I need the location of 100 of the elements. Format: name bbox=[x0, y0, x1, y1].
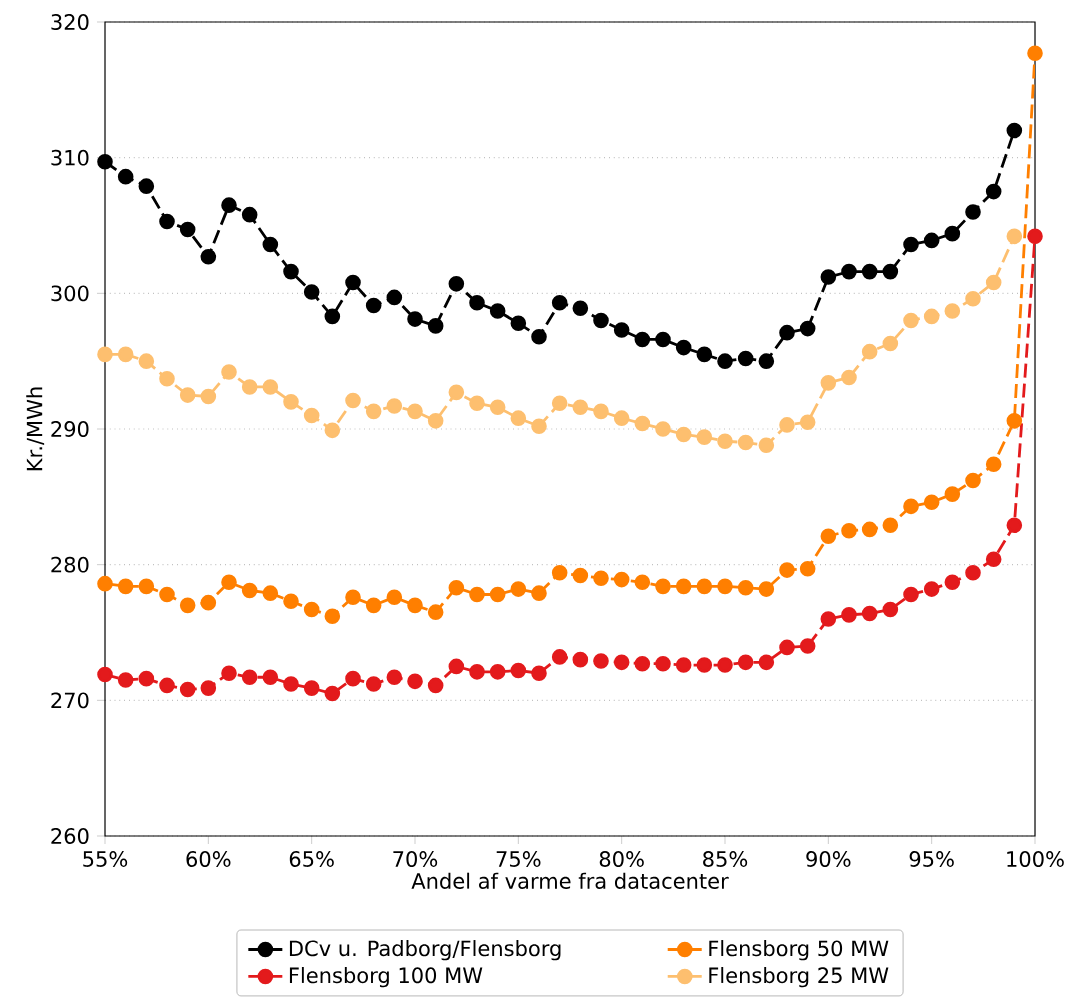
point bbox=[655, 421, 671, 437]
point bbox=[510, 581, 527, 597]
point bbox=[324, 608, 341, 625]
point bbox=[159, 213, 175, 230]
point bbox=[903, 498, 919, 515]
point bbox=[138, 353, 155, 369]
point bbox=[97, 153, 113, 170]
point bbox=[717, 353, 733, 369]
point bbox=[779, 324, 795, 341]
point bbox=[634, 574, 651, 591]
point bbox=[572, 399, 589, 416]
point bbox=[531, 585, 547, 601]
point bbox=[200, 388, 217, 405]
point bbox=[1027, 228, 1043, 245]
point bbox=[159, 677, 175, 694]
point bbox=[944, 574, 961, 591]
point bbox=[97, 346, 113, 363]
point bbox=[882, 517, 899, 534]
point bbox=[675, 339, 692, 356]
point bbox=[510, 315, 527, 331]
point bbox=[1006, 413, 1023, 429]
point bbox=[159, 371, 175, 387]
point bbox=[861, 343, 878, 360]
x-tick-label: 55% bbox=[83, 851, 128, 867]
point bbox=[820, 528, 837, 544]
point bbox=[117, 168, 134, 185]
point bbox=[303, 407, 320, 424]
point bbox=[551, 395, 568, 412]
point bbox=[944, 303, 961, 319]
point bbox=[696, 657, 713, 673]
point bbox=[179, 221, 196, 238]
point bbox=[593, 312, 609, 329]
point bbox=[696, 346, 713, 363]
x-tick-label: 95% bbox=[909, 851, 954, 867]
point bbox=[737, 579, 754, 596]
point bbox=[820, 611, 837, 627]
point bbox=[489, 586, 506, 603]
point bbox=[985, 274, 1002, 291]
y-tick-label: 300 bbox=[51, 285, 89, 302]
point bbox=[965, 290, 981, 307]
point bbox=[510, 662, 527, 679]
point bbox=[324, 422, 341, 439]
point bbox=[634, 655, 651, 672]
point bbox=[572, 300, 589, 317]
point bbox=[758, 581, 775, 597]
point bbox=[241, 669, 258, 686]
x-tick-label: 80% bbox=[599, 851, 644, 867]
point bbox=[386, 289, 403, 306]
point bbox=[221, 197, 237, 213]
point bbox=[841, 607, 857, 623]
point bbox=[965, 565, 981, 581]
point bbox=[820, 269, 837, 285]
point bbox=[593, 403, 609, 420]
point bbox=[365, 597, 382, 614]
point bbox=[283, 676, 299, 692]
x-tick-label: 75% bbox=[496, 851, 541, 867]
point bbox=[572, 651, 589, 668]
point bbox=[324, 685, 341, 702]
y-tick-label: 280 bbox=[51, 556, 89, 573]
point bbox=[324, 308, 341, 325]
legend-label: Flensborg 50 MW bbox=[709, 940, 889, 961]
x-axis-title: Andel af varme fra datacenter bbox=[411, 872, 729, 889]
point bbox=[613, 410, 630, 426]
point bbox=[737, 654, 754, 671]
point bbox=[241, 582, 258, 599]
point bbox=[758, 437, 775, 454]
x-tick-label: 65% bbox=[289, 851, 334, 867]
point bbox=[345, 670, 361, 687]
x-tick-label: 60% bbox=[186, 851, 231, 867]
point bbox=[303, 601, 320, 618]
point bbox=[97, 575, 113, 592]
x-tick-label: 100% bbox=[1007, 851, 1064, 867]
point bbox=[531, 418, 547, 435]
point bbox=[241, 379, 258, 395]
point bbox=[407, 311, 423, 327]
point bbox=[965, 204, 981, 220]
point bbox=[799, 320, 816, 337]
point bbox=[448, 658, 465, 675]
point bbox=[655, 655, 671, 672]
point bbox=[97, 666, 113, 683]
point bbox=[717, 657, 733, 673]
point bbox=[1006, 228, 1023, 245]
point bbox=[779, 639, 795, 656]
point bbox=[138, 178, 155, 194]
point bbox=[386, 398, 403, 414]
point bbox=[117, 672, 134, 688]
point bbox=[882, 263, 899, 280]
point bbox=[138, 578, 155, 595]
y-tick-label: 320 bbox=[51, 14, 89, 30]
point bbox=[841, 369, 857, 386]
point bbox=[262, 379, 279, 395]
point bbox=[200, 594, 217, 611]
point bbox=[386, 669, 403, 686]
point bbox=[985, 183, 1002, 200]
point bbox=[613, 571, 630, 588]
point bbox=[469, 586, 485, 603]
point bbox=[283, 263, 299, 280]
point bbox=[923, 581, 940, 597]
point bbox=[345, 392, 361, 409]
point bbox=[427, 677, 444, 694]
